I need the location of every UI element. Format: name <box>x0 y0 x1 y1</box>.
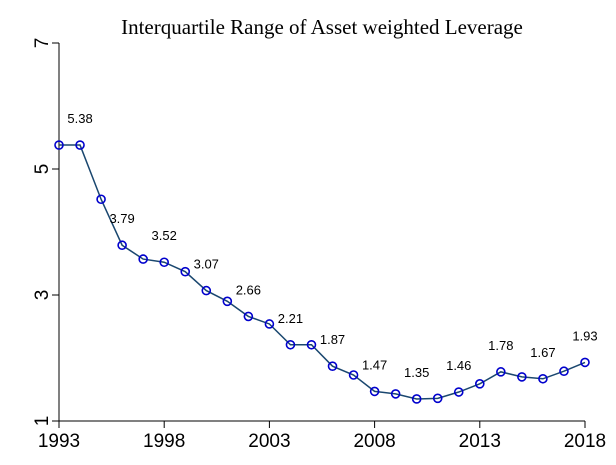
x-tick-label: 2003 <box>248 431 290 452</box>
marker <box>411 394 422 404</box>
data-label: 1.67 <box>530 345 555 360</box>
data-label: 1.78 <box>488 338 513 353</box>
marker <box>243 311 254 322</box>
marker <box>474 379 485 389</box>
marker <box>538 373 548 384</box>
x-tick-label: 1993 <box>38 431 80 452</box>
marker <box>559 366 569 377</box>
x-tick-label: 1998 <box>143 431 185 452</box>
marker <box>580 357 590 368</box>
marker <box>496 367 506 377</box>
data-label: 3.79 <box>109 211 134 226</box>
marker <box>348 370 359 380</box>
y-tick-label: 5 <box>32 164 53 175</box>
marker <box>285 339 296 350</box>
x-tick-label: 2008 <box>353 431 395 452</box>
marker <box>517 372 527 382</box>
x-tick-label: 2018 <box>564 431 606 452</box>
marker <box>306 339 317 350</box>
marker <box>222 296 233 307</box>
marker <box>75 140 85 150</box>
marker <box>453 387 464 397</box>
marker <box>264 319 275 329</box>
chart-title: Interquartile Range of Asset weighted Le… <box>121 15 523 39</box>
y-tick-label: 7 <box>32 38 53 49</box>
marker <box>96 194 106 205</box>
y-tick-label: 1 <box>32 416 53 427</box>
y-tick-label: 3 <box>32 290 53 301</box>
data-label: 1.47 <box>362 357 387 372</box>
marker <box>159 257 169 268</box>
marker <box>369 386 380 397</box>
marker <box>327 361 338 371</box>
data-label: 2.21 <box>278 311 303 326</box>
data-label: 3.07 <box>194 257 219 272</box>
data-label: 1.35 <box>404 365 429 380</box>
marker <box>390 389 401 399</box>
data-label: 2.66 <box>236 282 261 297</box>
marker <box>180 266 191 277</box>
marker <box>432 393 443 404</box>
marker <box>117 240 127 251</box>
data-label: 3.52 <box>152 228 177 243</box>
data-label: 1.46 <box>446 358 471 373</box>
x-tick-label: 2013 <box>459 431 501 452</box>
marker <box>138 254 148 264</box>
data-label: 5.38 <box>67 111 92 126</box>
data-label: 1.93 <box>572 328 597 343</box>
marker <box>201 285 212 296</box>
marker <box>54 140 64 150</box>
data-label: 1.87 <box>320 332 345 347</box>
